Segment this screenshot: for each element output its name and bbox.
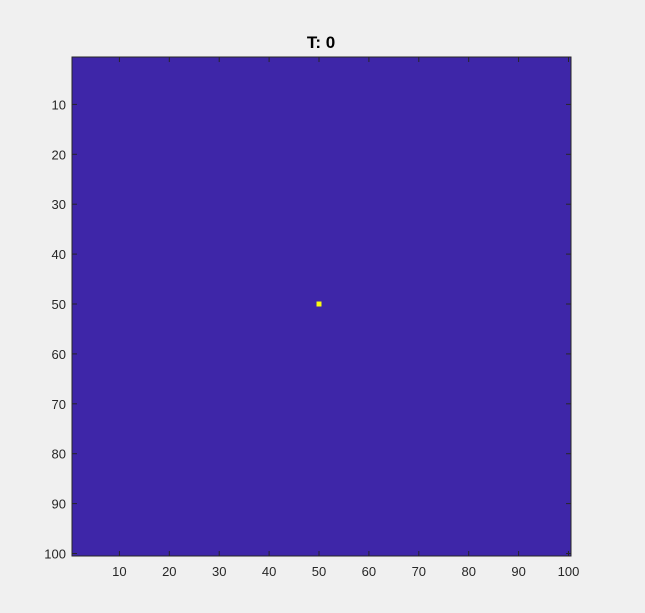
y-tick-label: 100 bbox=[44, 547, 66, 562]
x-tick-label: 10 bbox=[112, 564, 126, 579]
x-tick-label: 20 bbox=[162, 564, 176, 579]
y-tick-label: 70 bbox=[52, 397, 66, 412]
y-tick-label: 80 bbox=[52, 447, 66, 462]
y-tick-label: 40 bbox=[52, 247, 66, 262]
x-tick-label: 80 bbox=[461, 564, 475, 579]
x-tick-label: 100 bbox=[558, 564, 580, 579]
y-tick-label: 50 bbox=[52, 297, 66, 312]
x-tick-label: 90 bbox=[511, 564, 525, 579]
x-tick-label: 40 bbox=[262, 564, 276, 579]
x-axis: 10 20 30 40 50 60 70 80 90 100 bbox=[112, 57, 579, 579]
x-tick-label: 50 bbox=[312, 564, 326, 579]
axes-box bbox=[71, 56, 572, 557]
x-tick-label: 30 bbox=[212, 564, 226, 579]
y-tick-label: 30 bbox=[52, 197, 66, 212]
y-tick-label: 60 bbox=[52, 347, 66, 362]
x-tick-label: 70 bbox=[412, 564, 426, 579]
y-tick-label: 10 bbox=[52, 97, 66, 112]
x-tick-label: 60 bbox=[362, 564, 376, 579]
y-tick-label: 20 bbox=[52, 147, 66, 162]
y-axis: 10 20 30 40 50 60 70 80 90 100 bbox=[44, 97, 571, 562]
heatmap-cell bbox=[316, 301, 322, 307]
heatmap-cells bbox=[316, 301, 322, 307]
chart-title: T: 0 bbox=[307, 33, 335, 52]
y-tick-label: 90 bbox=[52, 497, 66, 512]
heatmap-plot-area[interactable] bbox=[71, 56, 572, 557]
